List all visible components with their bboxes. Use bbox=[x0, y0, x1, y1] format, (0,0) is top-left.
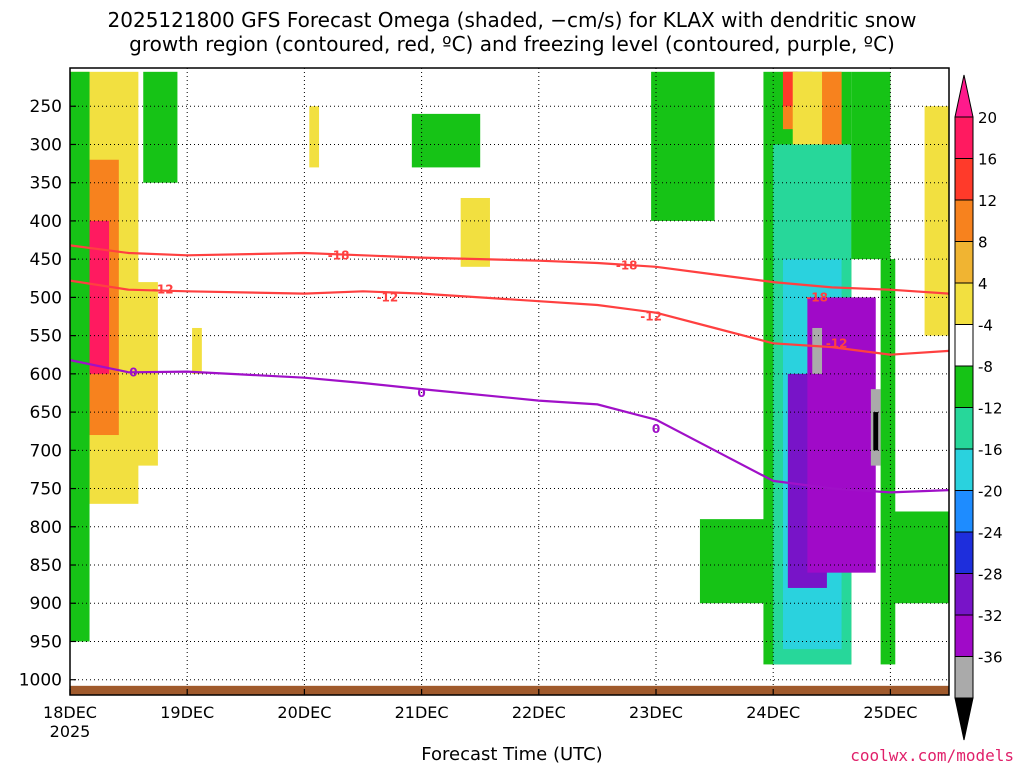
y-tick-label-400: 400 bbox=[30, 212, 62, 232]
contour-line-1 bbox=[70, 279, 949, 356]
colorbar-bin-3 bbox=[954, 241, 974, 284]
colorbar-bin-10 bbox=[954, 531, 974, 574]
contour-label-8: 0 bbox=[417, 386, 425, 400]
omega-region-10 bbox=[651, 71, 715, 221]
colorbar-label-4: 4 bbox=[978, 275, 988, 293]
colorbar-bin-7 bbox=[954, 407, 974, 450]
contour-label-1: -12 bbox=[152, 283, 174, 297]
colorbar-label-11: -28 bbox=[978, 566, 1003, 584]
colorbar-bin-6 bbox=[954, 365, 974, 408]
colorbar-label-3: 8 bbox=[978, 234, 988, 252]
colorbar-label-8: -16 bbox=[978, 441, 1003, 459]
colorbar-bin-5 bbox=[954, 324, 974, 367]
y-tick-label-800: 800 bbox=[30, 518, 62, 538]
plot-frame bbox=[69, 67, 950, 696]
colorbar-label-1: 16 bbox=[978, 151, 997, 169]
x-tick-label-2: 20DEC bbox=[277, 703, 331, 722]
omega-region-8 bbox=[411, 113, 481, 168]
ground-strip bbox=[70, 685, 949, 695]
omega-region-9 bbox=[460, 197, 490, 267]
y-tick-label-950: 950 bbox=[30, 632, 62, 652]
colorbar-label-10: -24 bbox=[978, 524, 1003, 542]
contour-label-3: -18 bbox=[616, 258, 638, 272]
omega-region-24 bbox=[851, 71, 891, 260]
contour-line-2 bbox=[70, 359, 949, 494]
omega-region-25 bbox=[890, 511, 949, 604]
x-tick-label-3: 21DEC bbox=[395, 703, 449, 722]
colorbar-bin-11 bbox=[954, 573, 974, 616]
y-tick-label-550: 550 bbox=[30, 327, 62, 347]
contour-label-5: -18 bbox=[806, 290, 828, 304]
colorbar-label-0: 20 bbox=[978, 109, 997, 127]
y-tick-label-650: 650 bbox=[30, 403, 62, 423]
omega-region-23 bbox=[822, 71, 842, 145]
colorbar-bin-0 bbox=[954, 116, 974, 159]
y-tick-label-500: 500 bbox=[30, 288, 62, 308]
colorbar-label-6: -8 bbox=[978, 358, 993, 376]
chart-title-line-2: growth region (contoured, red, ºC) and f… bbox=[129, 32, 895, 56]
colorbar-bin-13 bbox=[954, 656, 974, 699]
colorbar-bin-8 bbox=[954, 448, 974, 491]
colorbar-label-13: -36 bbox=[978, 649, 1003, 667]
y-tick-label-250: 250 bbox=[30, 97, 62, 117]
colorbar-label-7: -12 bbox=[978, 400, 1003, 418]
colorbar-label-5: -4 bbox=[978, 317, 993, 335]
omega-region-17 bbox=[812, 327, 823, 374]
chart-title-line-1: 2025121800 GFS Forecast Omega (shaded, −… bbox=[107, 8, 917, 32]
colorbar-label-12: -32 bbox=[978, 607, 1003, 625]
contour-label-0: -18 bbox=[328, 248, 350, 262]
colorbar-top-arrow bbox=[954, 74, 974, 118]
omega-region-19 bbox=[873, 412, 879, 451]
contour-label-2: -12 bbox=[377, 290, 399, 304]
colorbar-bin-1 bbox=[954, 158, 974, 201]
omega-region-26 bbox=[924, 106, 949, 336]
watermark: coolwx.com/models bbox=[850, 746, 1014, 765]
colorbar-bin-2 bbox=[954, 199, 974, 242]
y-tick-label-750: 750 bbox=[30, 480, 62, 500]
y-tick-label-850: 850 bbox=[30, 556, 62, 576]
x-tick-label-7: 25DEC bbox=[863, 703, 917, 722]
y-tick-label-1000: 1000 bbox=[19, 671, 62, 691]
contour-line-0 bbox=[70, 244, 949, 295]
omega-region-7 bbox=[309, 106, 320, 168]
y-tick-label-600: 600 bbox=[30, 365, 62, 385]
y-tick-label-300: 300 bbox=[30, 135, 62, 155]
colorbar-bottom-arrow bbox=[954, 697, 974, 741]
x-tick-label-6: 24DEC bbox=[746, 703, 800, 722]
omega-region-5 bbox=[143, 71, 178, 183]
contour-label-4: -12 bbox=[640, 310, 662, 324]
y-tick-label-450: 450 bbox=[30, 250, 62, 270]
y-tick-label-900: 900 bbox=[30, 594, 62, 614]
x-tick-year-label: 2025 bbox=[50, 722, 91, 741]
y-tick-label-700: 700 bbox=[30, 441, 62, 461]
omega-region-27 bbox=[880, 259, 896, 665]
colorbar-label-2: 12 bbox=[978, 192, 997, 210]
omega-region-6 bbox=[192, 327, 202, 374]
colorbar-bin-9 bbox=[954, 490, 974, 533]
contour-label-9: 0 bbox=[652, 422, 660, 436]
x-axis-label: Forecast Time (UTC) bbox=[421, 744, 603, 765]
omega-region-3 bbox=[70, 71, 90, 642]
colorbar-bin-4 bbox=[954, 282, 974, 325]
colorbar-bin-12 bbox=[954, 614, 974, 657]
omega-region-11 bbox=[699, 519, 774, 604]
x-tick-label-5: 23DEC bbox=[629, 703, 683, 722]
x-tick-label-0: 18DEC bbox=[43, 703, 97, 722]
x-tick-label-4: 22DEC bbox=[512, 703, 566, 722]
contour-label-7: 0 bbox=[129, 365, 137, 379]
y-tick-label-350: 350 bbox=[30, 174, 62, 194]
x-tick-label-1: 19DEC bbox=[160, 703, 214, 722]
colorbar-label-9: -20 bbox=[978, 483, 1003, 501]
omega-region-4 bbox=[133, 282, 158, 466]
contour-label-6: -12 bbox=[826, 336, 848, 350]
